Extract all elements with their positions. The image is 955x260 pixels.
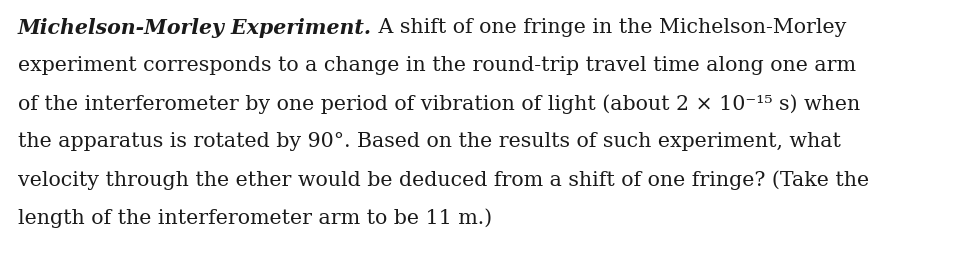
Text: of the interferometer by one period of vibration of light (about 2 × 10⁻¹⁵ s) wh: of the interferometer by one period of v…: [18, 94, 860, 114]
Text: the apparatus is rotated by 90°. Based on the results of such experiment, what: the apparatus is rotated by 90°. Based o…: [18, 132, 840, 151]
Text: experiment corresponds to a change in the round-trip travel time along one arm: experiment corresponds to a change in th…: [18, 56, 856, 75]
Text: length of the interferometer arm to be 11 m.): length of the interferometer arm to be 1…: [18, 208, 492, 228]
Text: A shift of one fringe in the Michelson-Morley: A shift of one fringe in the Michelson-M…: [372, 18, 846, 37]
Text: Michelson-Morley Experiment.: Michelson-Morley Experiment.: [18, 18, 372, 38]
Text: velocity through the ether would be deduced from a shift of one fringe? (Take th: velocity through the ether would be dedu…: [18, 170, 869, 190]
